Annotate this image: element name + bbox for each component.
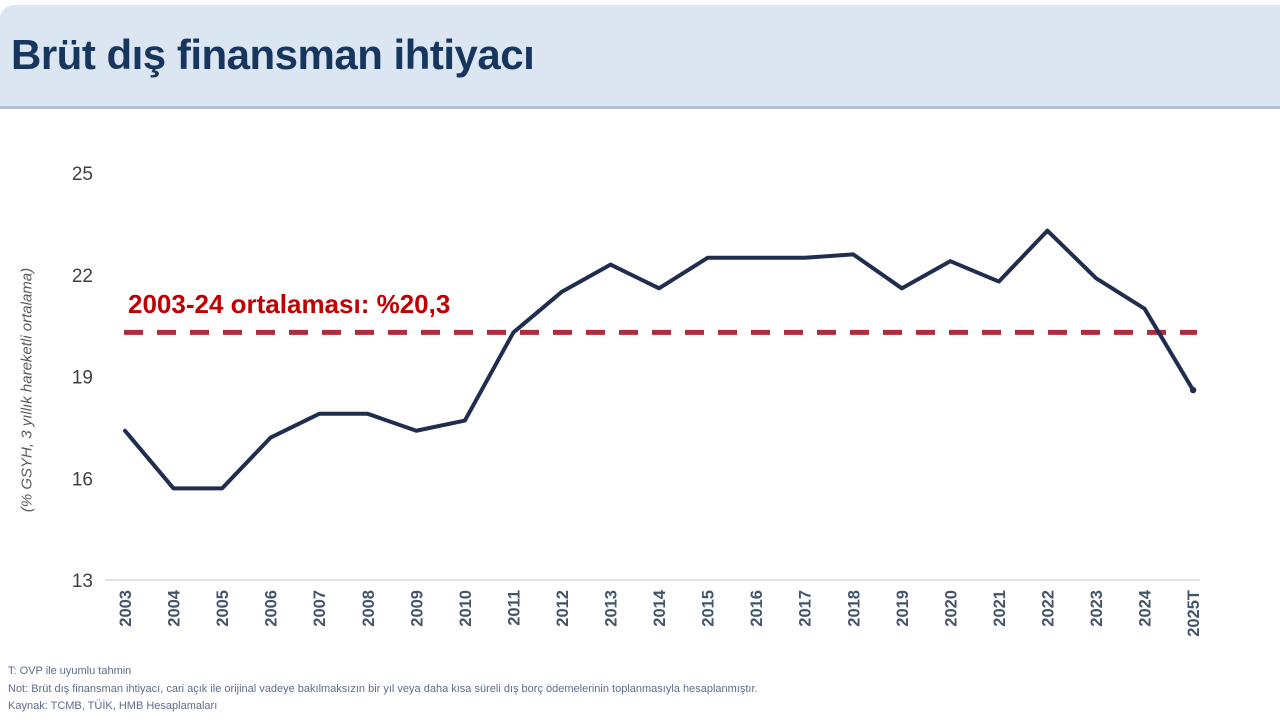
x-axis-tick-label: 2013 xyxy=(603,590,621,627)
average-line-label: 2003-24 ortalaması: %20,3 xyxy=(128,289,451,319)
y-axis-tick-label: 25 xyxy=(72,164,93,185)
x-axis-tick-label: 2010 xyxy=(457,590,475,627)
footnote-definition: Not: Brüt dış finansman ihtiyacı, cari a… xyxy=(8,682,758,695)
y-axis-tick-label: 22 xyxy=(72,266,93,287)
x-axis-tick-label: 2015 xyxy=(700,590,718,627)
x-axis-tick-label: 2005 xyxy=(214,590,232,627)
x-axis-tick-label: 2018 xyxy=(845,590,863,627)
series-line xyxy=(123,228,1196,491)
footnote-estimate: T: OVP ile uyumlu tahmin xyxy=(8,665,132,677)
slide-header: Brüt dış finansman ihtiyacı xyxy=(0,5,1280,109)
x-axis-tick-label: 2012 xyxy=(554,590,572,627)
x-axis-tick-label: 2011 xyxy=(505,590,523,626)
y-axis-title: (% GSYH, 3 yıllık hareketli ortalama) xyxy=(18,267,36,513)
x-axis-tick-label: 2004 xyxy=(166,589,184,627)
x-axis-tick-label: 2006 xyxy=(263,590,281,627)
x-axis-tick-label: 2016 xyxy=(748,590,766,627)
y-axis-tick-label: 19 xyxy=(72,368,93,389)
page-title: Brüt dış finansman ihtiyacı xyxy=(11,31,535,78)
x-axis-tick-label: 2019 xyxy=(894,590,912,627)
footnote-source: Kaynak: TCMB, TÜİK, HMB Hesaplamaları xyxy=(8,700,218,712)
x-axis-tick-label: 2003 xyxy=(117,590,135,627)
x-axis-tick-label: 2007 xyxy=(311,590,329,627)
footnotes: T: OVP ile uyumlu tahmin Not: Brüt dış f… xyxy=(8,663,758,716)
x-axis-tick-label: 2024 xyxy=(1137,589,1155,627)
x-axis-tick-label: 2017 xyxy=(797,590,815,627)
x-axis-tick-label: 2009 xyxy=(408,590,426,627)
x-axis-tick-label: 2008 xyxy=(360,590,378,627)
x-axis-tick-label: 2021 xyxy=(991,590,1009,627)
x-axis-tick-label: 2014 xyxy=(651,589,669,627)
x-axis-tick-label: 2022 xyxy=(1039,590,1057,627)
y-axis-tick-label: 13 xyxy=(72,571,93,592)
x-axis-tick-label: 2025T xyxy=(1185,590,1203,637)
x-axis-tick-label: 2020 xyxy=(942,590,960,627)
y-axis-tick-label: 16 xyxy=(72,469,93,490)
series-end-marker xyxy=(1189,386,1197,394)
x-axis-tick-label: 2023 xyxy=(1088,590,1106,627)
